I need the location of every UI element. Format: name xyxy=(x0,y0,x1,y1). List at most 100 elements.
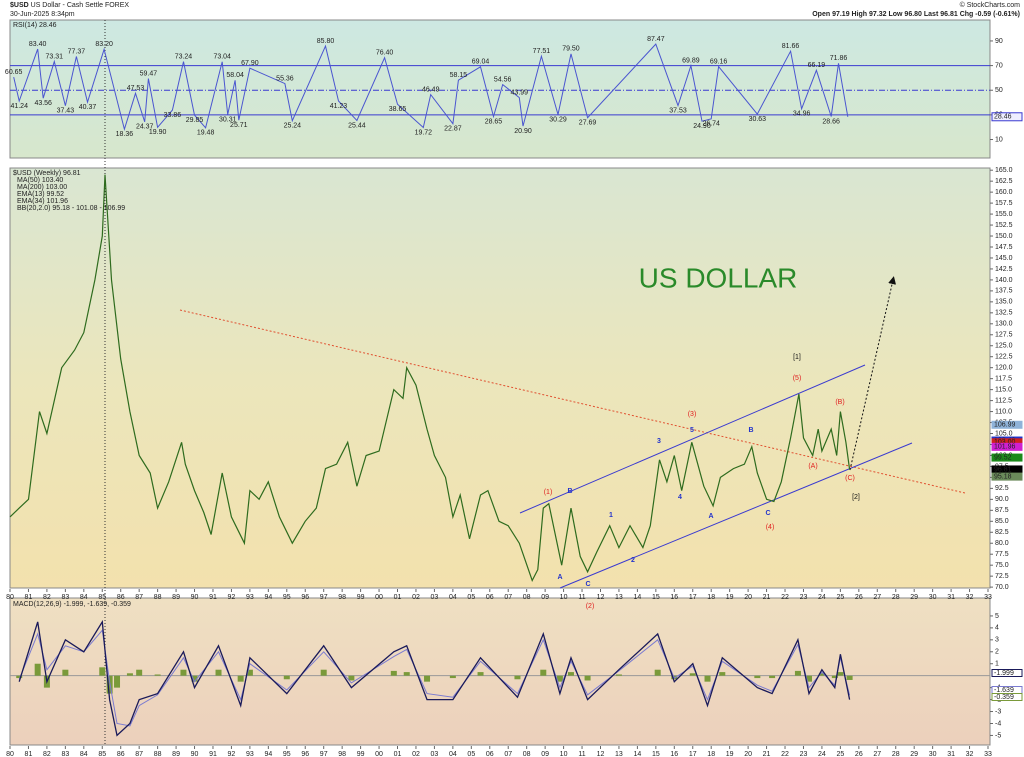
rsi-value-label: 19.90 xyxy=(149,129,167,136)
y-tick-label: 80.0 xyxy=(995,540,1009,547)
rsi-value-label: 67.90 xyxy=(241,60,259,67)
rsi-value-label: 73.31 xyxy=(46,53,64,60)
x-tick-label: 90 xyxy=(191,751,199,757)
x-tick-label: 26 xyxy=(855,594,863,601)
channel-lower xyxy=(559,442,913,589)
y-tick-label: 145.0 xyxy=(995,255,1013,262)
histogram-bar xyxy=(806,675,813,682)
rsi-value-label: 60.65 xyxy=(5,69,23,76)
histogram-bar xyxy=(114,675,121,688)
rsi-value-label: 77.51 xyxy=(533,48,551,55)
x-tick-label: 33 xyxy=(984,594,992,601)
y-tick-label: 85.0 xyxy=(995,518,1009,525)
x-tick-label: 09 xyxy=(541,594,549,601)
x-tick-label: 15 xyxy=(652,751,660,757)
rsi-value-label: 37.53 xyxy=(669,107,687,114)
rsi-value-label: 25.44 xyxy=(348,122,366,129)
rsi-value-label: 19.72 xyxy=(415,129,433,136)
x-tick-label: 98 xyxy=(338,751,346,757)
histogram-bar xyxy=(837,672,844,676)
signal-line xyxy=(18,629,851,727)
x-tick-label: 03 xyxy=(431,594,439,601)
last-value-box xyxy=(991,693,1023,701)
x-tick-label: 00 xyxy=(375,751,383,757)
y-tick-label: 10 xyxy=(995,136,1003,143)
x-tick-label: 02 xyxy=(412,594,420,601)
wave-label: C xyxy=(765,510,770,517)
histogram-bar xyxy=(654,669,661,676)
rsi-legend: RSI(14) 28.46 xyxy=(13,22,57,29)
x-tick-label: 93 xyxy=(246,751,254,757)
last-value-box xyxy=(991,669,1023,677)
wave-label: A xyxy=(557,574,562,581)
rsi-value-label: 34.96 xyxy=(793,111,811,118)
histogram-bar xyxy=(180,669,187,676)
last-value: -1.639 xyxy=(994,687,1014,694)
histogram-bar xyxy=(540,669,547,676)
rsi-value-label: 69.89 xyxy=(682,58,700,65)
histogram-bar xyxy=(689,673,696,676)
macd-line xyxy=(18,619,851,737)
y-tick-label: -5 xyxy=(995,732,1001,739)
wave-label: (B) xyxy=(835,399,844,406)
x-tick-label: 14 xyxy=(633,594,641,601)
rsi-value-label: 28.65 xyxy=(485,118,503,125)
histogram-bar xyxy=(34,663,41,676)
x-tick-label: 15 xyxy=(652,594,660,601)
x-tick-label: 97 xyxy=(320,594,328,601)
price-marker xyxy=(991,442,1023,451)
x-tick-label: 95 xyxy=(283,594,291,601)
x-tick-label: 10 xyxy=(560,594,568,601)
histogram-bar xyxy=(846,675,853,680)
x-tick-label: 89 xyxy=(172,594,180,601)
wave-label: B xyxy=(748,427,753,434)
histogram-bar xyxy=(283,675,290,680)
x-tick-label: 07 xyxy=(504,751,512,757)
rsi-value-label: 83.40 xyxy=(29,41,47,48)
x-tick-label: 21 xyxy=(763,751,771,757)
x-tick-label: 99 xyxy=(357,594,365,601)
rsi-value-label: 66.19 xyxy=(808,62,826,69)
rsi-value-label: 43.56 xyxy=(34,100,52,107)
last-value: -1.999 xyxy=(994,670,1014,677)
x-tick-label: 23 xyxy=(800,751,808,757)
x-tick-label: 02 xyxy=(412,751,420,757)
histogram-bar xyxy=(154,674,161,676)
rsi-value-label: 22.87 xyxy=(444,126,462,133)
rsi-value-label: 30.31 xyxy=(219,116,237,123)
histogram-bar xyxy=(556,675,563,682)
x-tick-label: 30 xyxy=(929,751,937,757)
rsi-value-label: 41.24 xyxy=(10,103,28,110)
x-tick-label: 82 xyxy=(43,594,51,601)
y-tick-label: 90 xyxy=(995,38,1003,45)
x-tick-label: 11 xyxy=(578,751,585,757)
x-tick-label: 84 xyxy=(80,594,88,601)
indicator-legend: MA(200) 103.00 xyxy=(17,184,67,191)
x-tick-label: 94 xyxy=(264,751,272,757)
y-tick-label: 127.5 xyxy=(995,332,1013,339)
y-tick-label: 122.5 xyxy=(995,354,1013,361)
histogram-bar xyxy=(320,669,327,676)
x-tick-label: 27 xyxy=(873,594,881,601)
rsi-value-label: 37.43 xyxy=(57,108,75,115)
x-tick-label: 05 xyxy=(467,751,475,757)
y-tick-label: 162.5 xyxy=(995,178,1013,185)
indicator-legend: BB(20,2.0) 95.18 - 101.08 - 106.99 xyxy=(17,205,125,212)
histogram-bar xyxy=(567,672,574,676)
macd-panel xyxy=(9,597,991,746)
x-tick-label: 30 xyxy=(929,594,937,601)
y-tick-label: 135.0 xyxy=(995,299,1013,306)
x-tick-label: 08 xyxy=(523,751,531,757)
histogram-bar xyxy=(246,669,253,676)
histogram-bar xyxy=(191,675,198,682)
price-marker-label: 101.96 xyxy=(994,444,1016,451)
rsi-value-label: 27.69 xyxy=(579,120,597,127)
x-tick-label: 28 xyxy=(892,594,900,601)
y-tick-label: 140.0 xyxy=(995,277,1013,284)
y-tick-label: 5 xyxy=(995,613,999,620)
wave-label: [2] xyxy=(852,494,860,501)
x-tick-label: 98 xyxy=(338,594,346,601)
y-tick-label: 155.0 xyxy=(995,211,1013,218)
x-tick-label: 85 xyxy=(98,594,106,601)
